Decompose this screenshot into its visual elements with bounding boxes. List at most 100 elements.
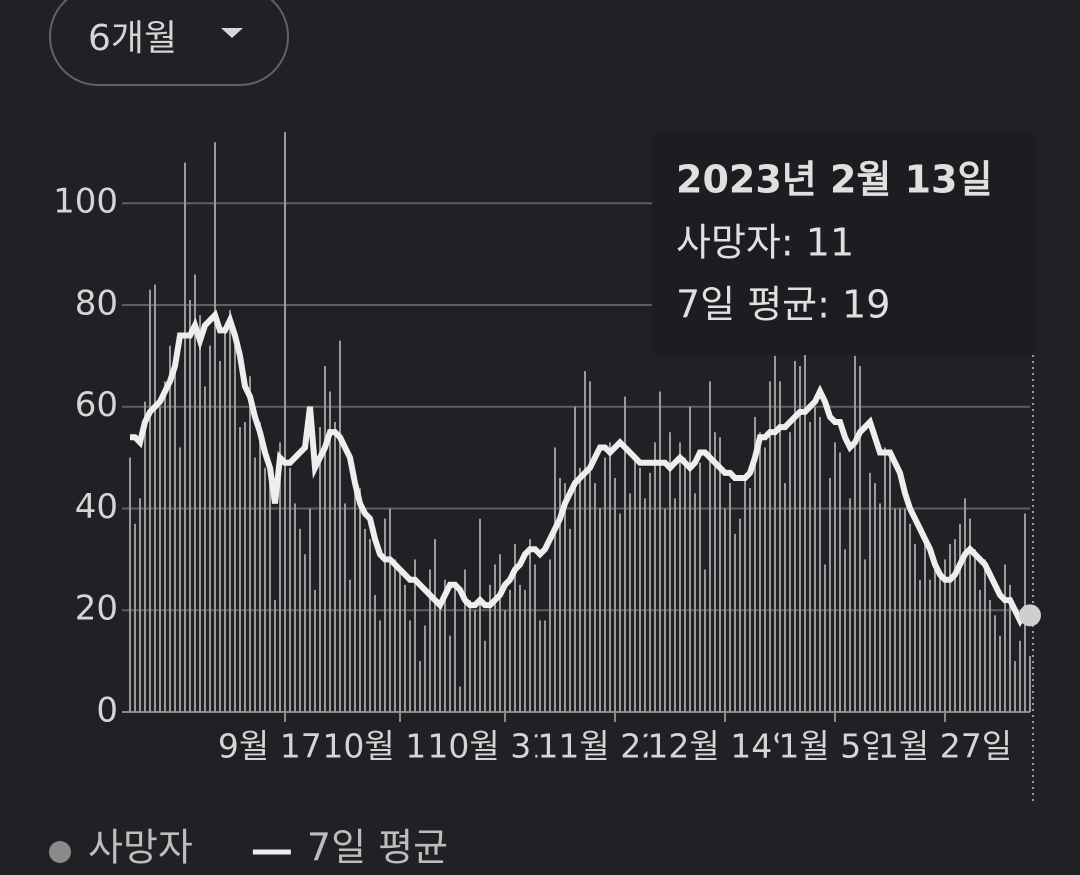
bar bbox=[154, 284, 156, 712]
bar bbox=[439, 605, 441, 712]
bar bbox=[224, 330, 226, 712]
bar bbox=[989, 600, 991, 712]
bar bbox=[199, 315, 201, 712]
bar bbox=[854, 355, 856, 712]
bar bbox=[414, 559, 416, 712]
bar bbox=[754, 416, 756, 712]
bar bbox=[864, 559, 866, 712]
bar bbox=[244, 422, 246, 712]
bar bbox=[769, 381, 771, 712]
y-tick-label: 0 bbox=[96, 691, 118, 731]
y-tick-label: 100 bbox=[53, 182, 118, 222]
bar bbox=[229, 310, 231, 712]
bar bbox=[589, 381, 591, 712]
bar bbox=[149, 289, 151, 712]
bar bbox=[389, 508, 391, 712]
bar bbox=[279, 442, 281, 712]
bar bbox=[594, 483, 596, 712]
bar bbox=[669, 432, 671, 712]
bar bbox=[944, 559, 946, 712]
bar bbox=[494, 564, 496, 712]
bar bbox=[999, 635, 1001, 712]
bar bbox=[344, 503, 346, 712]
bar bbox=[579, 467, 581, 712]
bar bbox=[409, 620, 411, 712]
bar bbox=[484, 640, 486, 712]
bar bbox=[689, 406, 691, 712]
bar bbox=[354, 477, 356, 712]
legend: 사망자 7일 평균 bbox=[49, 826, 448, 870]
dropdown-border[interactable] bbox=[49, 0, 289, 86]
bar bbox=[309, 508, 311, 712]
bar bbox=[204, 386, 206, 712]
bar bbox=[254, 457, 256, 712]
bar bbox=[214, 142, 216, 713]
bar bbox=[539, 620, 541, 712]
bar bbox=[584, 371, 586, 712]
bar bbox=[189, 299, 191, 712]
bar bbox=[459, 686, 461, 712]
bar bbox=[314, 589, 316, 712]
dropdown-label[interactable]: 6개월 bbox=[88, 18, 177, 59]
bar bbox=[674, 498, 676, 712]
bar bbox=[899, 508, 901, 712]
bar bbox=[739, 518, 741, 712]
bar bbox=[814, 406, 816, 712]
bar bbox=[424, 625, 426, 712]
bar bbox=[319, 427, 321, 712]
bar bbox=[429, 569, 431, 712]
bar bbox=[704, 569, 706, 712]
bar bbox=[489, 584, 491, 712]
legend-label: 7일 평균 bbox=[307, 826, 448, 870]
bar bbox=[274, 600, 276, 712]
bar bbox=[869, 472, 871, 712]
bar bbox=[504, 610, 506, 712]
bar bbox=[404, 584, 406, 712]
bar bbox=[749, 488, 751, 712]
bar bbox=[934, 559, 936, 712]
bar bbox=[179, 447, 181, 712]
legend-dot bbox=[49, 841, 71, 863]
bar bbox=[554, 447, 556, 712]
bar bbox=[879, 503, 881, 712]
bar bbox=[1019, 640, 1021, 712]
dropdown-arrow[interactable] bbox=[221, 28, 243, 38]
bar bbox=[949, 544, 951, 712]
bar bbox=[474, 610, 476, 712]
bar bbox=[889, 457, 891, 712]
bar bbox=[289, 467, 291, 712]
bar bbox=[1004, 564, 1006, 712]
bar bbox=[454, 584, 456, 712]
bar bbox=[634, 457, 636, 712]
bar bbox=[819, 416, 821, 712]
bar bbox=[599, 508, 601, 712]
bar bbox=[444, 579, 446, 712]
tooltip-line: 7일 평균: 19 bbox=[676, 283, 890, 327]
range-dropdown[interactable]: 6개월 bbox=[49, 0, 289, 86]
bar bbox=[304, 554, 306, 712]
bar bbox=[139, 498, 141, 712]
bar bbox=[994, 615, 996, 712]
bar bbox=[134, 523, 136, 712]
bar bbox=[469, 600, 471, 712]
bar bbox=[324, 366, 326, 712]
y-tick-label: 60 bbox=[75, 385, 118, 425]
bar bbox=[909, 523, 911, 712]
label-bg bbox=[877, 726, 1013, 766]
bar bbox=[659, 391, 661, 712]
line bbox=[130, 309, 1033, 628]
bar bbox=[724, 508, 726, 712]
bar bbox=[159, 406, 161, 712]
label-bg bbox=[778, 726, 892, 766]
bar bbox=[349, 579, 351, 712]
bar bbox=[1009, 584, 1011, 712]
bar bbox=[939, 569, 941, 712]
bar bbox=[264, 467, 266, 712]
bar bbox=[239, 427, 241, 712]
bar bbox=[1014, 661, 1016, 712]
bar bbox=[829, 477, 831, 712]
bar bbox=[559, 477, 561, 712]
bar bbox=[929, 579, 931, 712]
